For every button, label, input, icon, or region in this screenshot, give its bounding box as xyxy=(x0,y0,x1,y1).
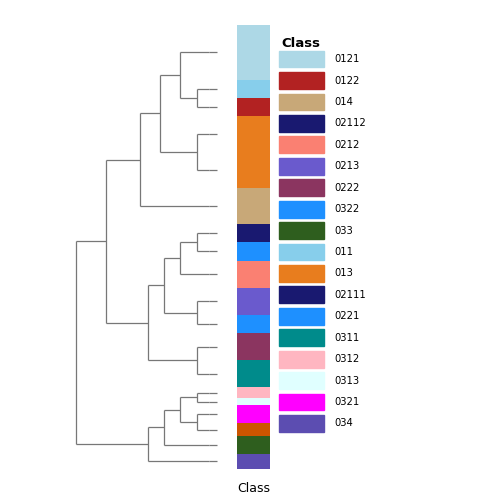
Bar xyxy=(237,261,270,288)
Bar xyxy=(237,25,270,80)
Text: 011: 011 xyxy=(335,247,354,257)
Bar xyxy=(279,158,324,175)
Bar xyxy=(279,286,324,303)
Text: 0313: 0313 xyxy=(335,375,360,386)
Bar xyxy=(237,188,270,224)
Bar xyxy=(237,242,270,261)
Bar xyxy=(237,423,270,436)
Text: 0312: 0312 xyxy=(335,354,360,364)
Bar xyxy=(237,116,270,152)
Bar xyxy=(237,387,270,398)
Bar xyxy=(279,50,324,68)
Bar xyxy=(237,454,270,469)
Text: 02111: 02111 xyxy=(335,290,366,300)
Bar xyxy=(237,98,270,116)
Bar xyxy=(279,351,324,367)
Bar xyxy=(279,201,324,218)
Bar xyxy=(279,115,324,132)
Bar xyxy=(237,315,270,333)
Text: 0311: 0311 xyxy=(335,333,360,343)
Bar xyxy=(237,360,270,387)
Bar xyxy=(279,94,324,110)
Text: 0213: 0213 xyxy=(335,161,360,171)
Text: 0221: 0221 xyxy=(335,311,360,322)
Bar xyxy=(237,405,270,423)
Bar xyxy=(279,329,324,346)
Bar xyxy=(279,372,324,389)
Text: 014: 014 xyxy=(335,97,354,107)
Bar xyxy=(279,137,324,153)
Text: 034: 034 xyxy=(335,418,354,428)
Text: Class: Class xyxy=(237,482,270,495)
Bar xyxy=(237,333,270,360)
Text: 0122: 0122 xyxy=(335,76,360,86)
Bar xyxy=(237,436,270,454)
Text: 0212: 0212 xyxy=(335,140,360,150)
Bar xyxy=(279,243,324,261)
Bar xyxy=(279,415,324,432)
Bar xyxy=(279,72,324,89)
Bar xyxy=(279,265,324,282)
Text: 0222: 0222 xyxy=(335,182,360,193)
Text: 0121: 0121 xyxy=(335,54,360,64)
Text: 0321: 0321 xyxy=(335,397,360,407)
Bar xyxy=(237,152,270,188)
Text: 033: 033 xyxy=(335,226,354,235)
Text: 013: 013 xyxy=(335,269,354,278)
Bar xyxy=(237,288,270,315)
Text: 0322: 0322 xyxy=(335,204,360,214)
Bar xyxy=(279,222,324,239)
Bar xyxy=(279,179,324,196)
Bar xyxy=(237,224,270,242)
Text: 02112: 02112 xyxy=(335,118,366,129)
Bar xyxy=(237,80,270,98)
Bar xyxy=(279,394,324,410)
Bar xyxy=(279,308,324,325)
Text: Class: Class xyxy=(282,37,321,50)
Bar xyxy=(237,398,270,405)
